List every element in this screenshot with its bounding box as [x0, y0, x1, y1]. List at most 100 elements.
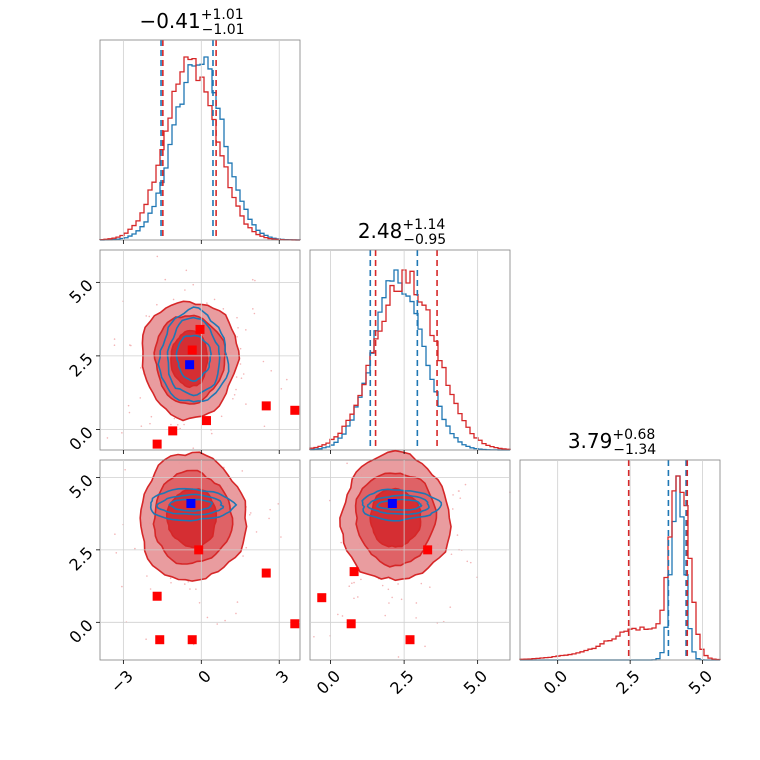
contour-blue	[375, 498, 423, 511]
sample-point	[452, 494, 454, 496]
sample-point	[172, 298, 175, 301]
sample-point	[121, 585, 123, 588]
marker-red	[201, 416, 211, 426]
sample-point	[124, 468, 126, 471]
x-tick-label: 2.5	[386, 666, 417, 697]
sample-point	[469, 561, 472, 564]
sample-point	[415, 602, 418, 604]
sample-point	[235, 376, 238, 378]
x-tick-label: 5.0	[685, 666, 716, 697]
markers-1-3	[152, 498, 300, 645]
x-tick-label: 0.0	[313, 666, 344, 697]
markers-2-3	[317, 498, 433, 645]
sample-point	[337, 613, 339, 616]
sample-point	[146, 575, 148, 577]
contour-panel-1-2	[99, 249, 301, 451]
x-tick-label: 3	[272, 666, 293, 687]
marginal-panel-3: 3.79+0.68 −1.34	[519, 427, 721, 661]
sample-point	[216, 623, 219, 625]
sample-point	[253, 312, 256, 315]
sample-point	[391, 596, 393, 599]
contour-blue	[361, 488, 443, 522]
panel-title: 2.48+1.14 −0.95	[358, 217, 446, 248]
contour-red	[369, 487, 422, 548]
sample-point	[127, 404, 130, 407]
y-tick-label: 2.5	[65, 349, 96, 380]
axes-frame	[99, 459, 301, 661]
sample-point	[451, 508, 454, 510]
sample-point	[269, 508, 271, 511]
contour-blue	[156, 493, 225, 516]
sample-point	[280, 536, 282, 538]
sample-point	[198, 601, 201, 604]
title-median: −0.41	[139, 9, 200, 33]
sample-point	[156, 255, 159, 258]
sample-point	[164, 278, 167, 281]
contour-panel-2-3	[309, 449, 511, 661]
axes-frame	[99, 39, 301, 241]
sample-point	[239, 347, 242, 350]
sample-point	[150, 415, 153, 418]
axes-frame	[519, 459, 721, 661]
sample-point	[457, 490, 460, 492]
sample-point	[415, 617, 417, 619]
sample-point	[195, 588, 197, 590]
marker-red	[423, 545, 433, 555]
contour-blue	[149, 487, 238, 522]
marginal-panel-2: 2.48+1.14 −0.95	[309, 217, 511, 451]
sample-point	[187, 580, 189, 583]
sample-point	[148, 315, 151, 318]
title-plus: +1.14	[402, 217, 445, 233]
sample-point	[220, 415, 223, 418]
sample-point	[429, 586, 431, 588]
sample-point	[210, 432, 213, 435]
sample-point	[360, 578, 362, 581]
sample-point	[189, 588, 191, 590]
sample-point	[173, 417, 176, 420]
sample-point	[346, 462, 348, 465]
marker-red	[405, 635, 415, 645]
sample-point	[134, 547, 136, 550]
sample-point	[236, 316, 238, 319]
sample-point	[255, 531, 258, 533]
sample-point	[241, 470, 244, 472]
contour-panel-1-3	[99, 451, 301, 661]
y-tick-label: 0.0	[65, 616, 96, 647]
x-tick-label: −3	[107, 666, 137, 696]
sample-point	[106, 437, 109, 439]
sample-point	[245, 403, 247, 405]
sample-point	[245, 329, 247, 331]
sample-point	[388, 602, 390, 604]
sample-point	[397, 583, 399, 585]
title-minus: −1.34	[613, 442, 656, 458]
marker-red	[317, 593, 327, 603]
axes-frame	[309, 249, 511, 451]
sample-point	[251, 278, 254, 281]
sample-point	[145, 315, 148, 317]
panel-title: −0.41+1.01 −1.01	[139, 7, 244, 38]
sample-point	[420, 582, 423, 585]
markers-1-2	[152, 324, 300, 449]
sample-point	[192, 283, 195, 286]
sample-point	[340, 541, 342, 544]
marker-red	[187, 635, 197, 645]
sample-point	[130, 344, 132, 347]
sample-point	[206, 302, 208, 304]
sample-point	[254, 279, 256, 282]
sample-point	[115, 552, 118, 554]
title-minus: −0.95	[403, 232, 446, 248]
sample-point	[285, 378, 288, 381]
x-tick-label: 5.0	[460, 666, 491, 697]
sample-point	[113, 338, 116, 340]
sample-point	[449, 606, 452, 608]
marker-group	[317, 498, 433, 645]
sample-point	[176, 423, 179, 426]
sample-point	[185, 269, 188, 272]
panel-title: 3.79+0.68 −1.34	[568, 427, 656, 458]
sample-point	[351, 582, 353, 585]
sample-point	[384, 614, 387, 617]
sample-point	[387, 588, 390, 591]
marker-red	[155, 635, 165, 645]
marker-red	[261, 401, 271, 411]
